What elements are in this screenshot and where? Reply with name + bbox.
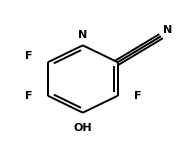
- Text: OH: OH: [74, 123, 92, 133]
- Text: F: F: [25, 51, 32, 61]
- Text: F: F: [133, 91, 141, 101]
- Text: N: N: [78, 30, 87, 40]
- Text: F: F: [25, 91, 32, 101]
- Text: N: N: [163, 25, 172, 35]
